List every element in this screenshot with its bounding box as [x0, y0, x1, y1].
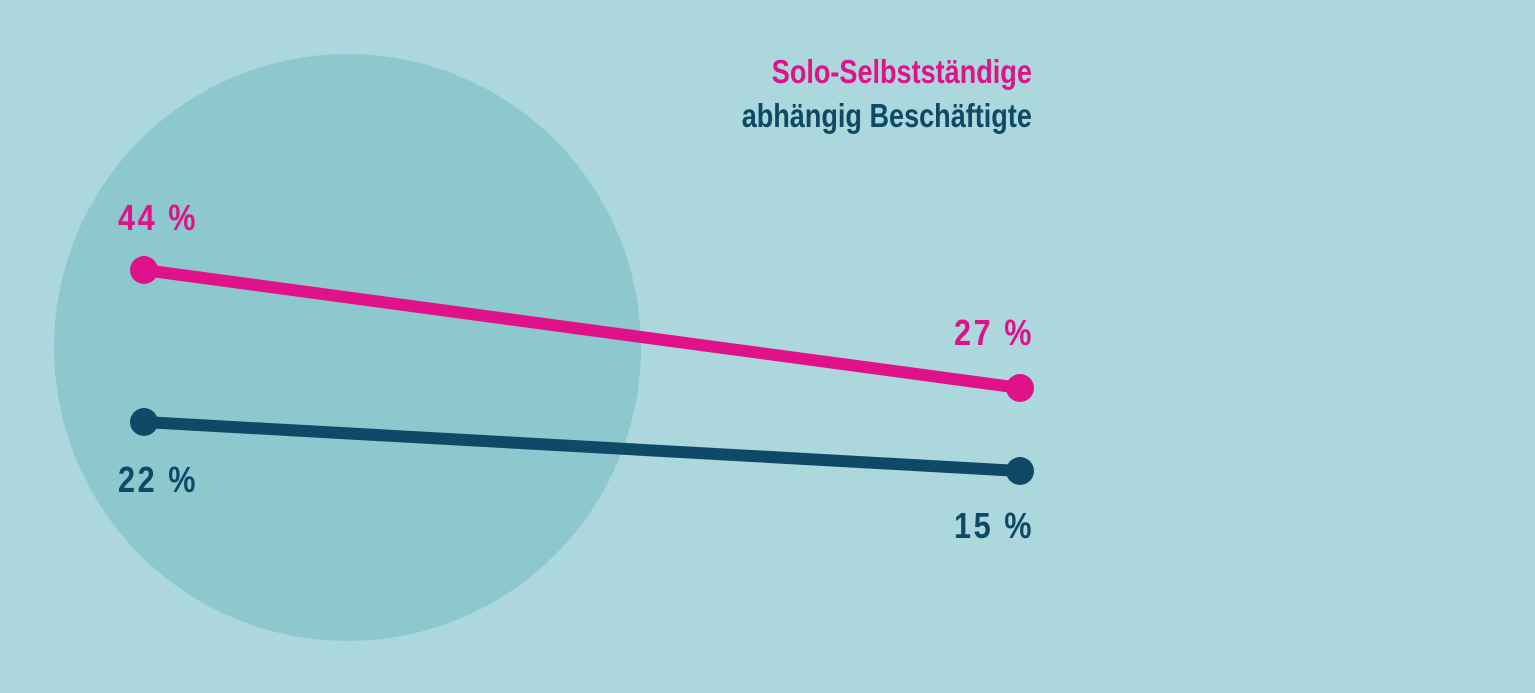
- decorative-circle: [54, 54, 641, 641]
- series-solo-start-point: [130, 256, 158, 284]
- series-solo-end-point: [1006, 374, 1034, 402]
- series-employee-line: [143, 416, 1021, 477]
- series-employee-start-point: [130, 408, 158, 436]
- legend-solo: Solo-Selbstständige: [771, 53, 1032, 90]
- legend: Solo-Selbstständige abhängig Beschäftigt…: [742, 50, 1032, 138]
- label-solo-end: 27 %: [954, 312, 1034, 353]
- label-employee-end: 15 %: [954, 505, 1034, 546]
- label-solo-start: 44 %: [118, 197, 198, 238]
- series-solo-line: [143, 264, 1021, 394]
- series-employee-end-point: [1006, 457, 1034, 485]
- label-employee-start: 22 %: [118, 459, 198, 500]
- legend-employee: abhängig Beschäftigte: [741, 97, 1032, 134]
